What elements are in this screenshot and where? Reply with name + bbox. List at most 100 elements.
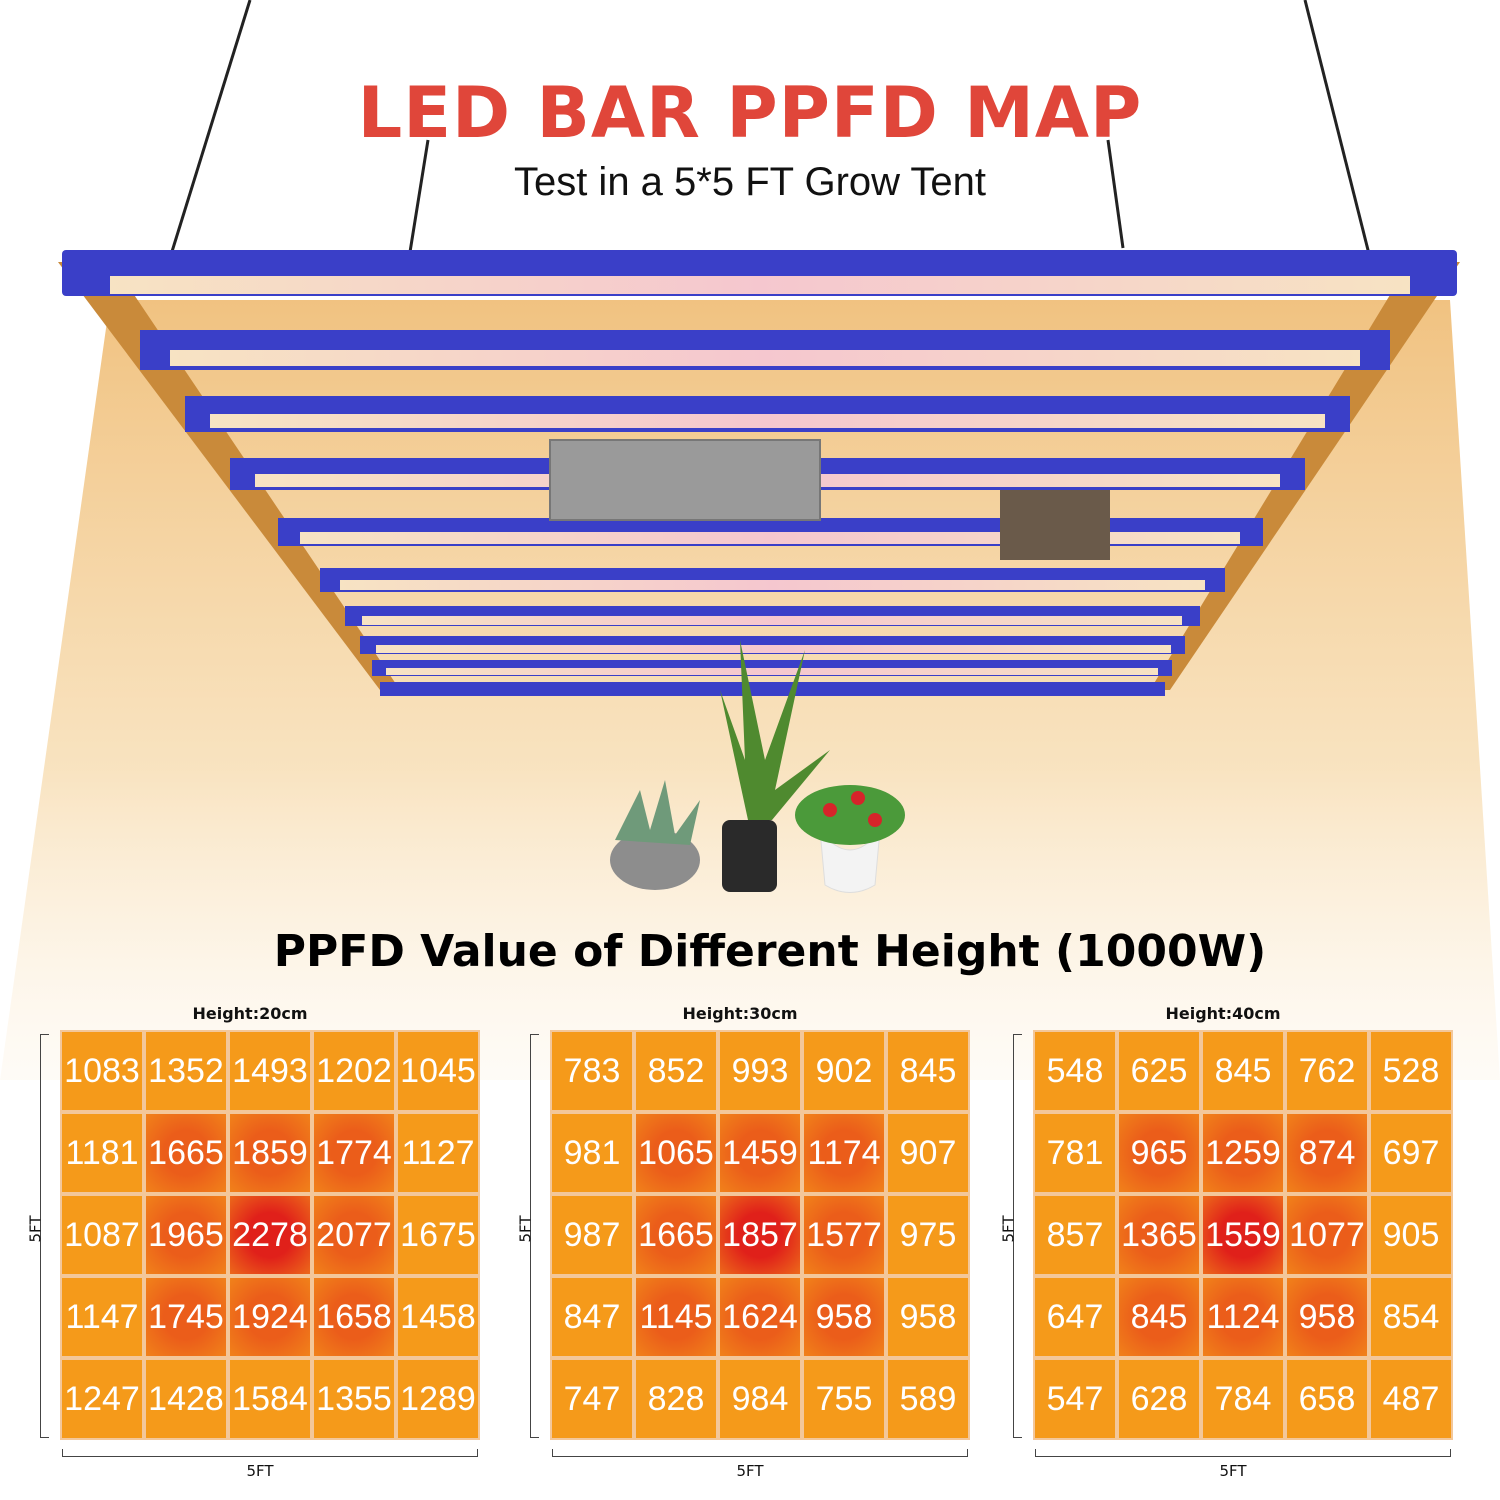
ppfd-cell: 1559 xyxy=(1203,1196,1283,1274)
ppfd-cell: 747 xyxy=(552,1360,632,1438)
panel-height-label: Height:30cm xyxy=(682,1004,798,1023)
side-dimension-label: 5FT xyxy=(999,1215,1018,1243)
side-dimension-brace xyxy=(1013,1034,1022,1438)
ppfd-panel-30cm: Height:30cm 5FT 783 852 993 902 845 981 1065 14… xyxy=(517,1000,970,1490)
ppfd-cell: 907 xyxy=(888,1114,968,1192)
ppfd-cell: 658 xyxy=(1287,1360,1367,1438)
ppfd-cell: 1077 xyxy=(1287,1196,1367,1274)
ppfd-cell: 1065 xyxy=(636,1114,716,1192)
ppfd-cell: 981 xyxy=(552,1114,632,1192)
ppfd-cell: 1428 xyxy=(146,1360,226,1438)
ppfd-cell: 625 xyxy=(1119,1032,1199,1110)
driver-box xyxy=(1000,490,1110,560)
ppfd-panel-20cm: Height:20cm 5FT 1083 1352 1493 1202 1045 1181… xyxy=(27,1000,480,1490)
ppfd-cell: 528 xyxy=(1371,1032,1451,1110)
ppfd-cell: 965 xyxy=(1119,1114,1199,1192)
ppfd-cell: 1124 xyxy=(1203,1278,1283,1356)
ppfd-grid: 783 852 993 902 845 981 1065 1459 1174 907 987 1665… xyxy=(550,1030,970,1440)
ppfd-grid: 1083 1352 1493 1202 1045 1181 1665 1859 1774 1127… xyxy=(60,1030,480,1440)
ppfd-cell: 1924 xyxy=(230,1278,310,1356)
ppfd-cell: 1045 xyxy=(398,1032,478,1110)
plant-illustration xyxy=(610,640,905,893)
led-bars xyxy=(140,330,1390,696)
ppfd-cell: 1624 xyxy=(720,1278,800,1356)
ppfd-cell: 548 xyxy=(1035,1032,1115,1110)
bottom-dimension-label: 5FT xyxy=(1219,1462,1247,1480)
ppfd-cell: 1577 xyxy=(804,1196,884,1274)
ppfd-cell: 1493 xyxy=(230,1032,310,1110)
ppfd-cell: 1658 xyxy=(314,1278,394,1356)
ppfd-cell: 905 xyxy=(1371,1196,1451,1274)
ppfd-cell: 902 xyxy=(804,1032,884,1110)
ppfd-cell: 828 xyxy=(636,1360,716,1438)
ppfd-cell: 1458 xyxy=(398,1278,478,1356)
ppfd-cell: 1352 xyxy=(146,1032,226,1110)
ppfd-cell: 2278 xyxy=(230,1196,310,1274)
ppfd-cell: 958 xyxy=(1287,1278,1367,1356)
ppfd-panel-40cm: Height:40cm 5FT 548 625 845 762 528 781 965 125… xyxy=(1000,1000,1453,1490)
ppfd-cell: 762 xyxy=(1287,1032,1367,1110)
section-title: PPFD Value of Different Height (1000W) xyxy=(273,926,1267,977)
bottom-dimension-brace xyxy=(1035,1448,1451,1457)
hanging-cable xyxy=(1106,139,1125,249)
ppfd-cell: 784 xyxy=(1203,1360,1283,1438)
side-dimension-label: 5FT xyxy=(26,1215,45,1243)
ppfd-cell: 589 xyxy=(888,1360,968,1438)
ppfd-cell: 1181 xyxy=(62,1114,142,1192)
ppfd-cell: 984 xyxy=(720,1360,800,1438)
side-dimension-brace xyxy=(530,1034,539,1438)
ppfd-cell: 1083 xyxy=(62,1032,142,1110)
ppfd-cell: 993 xyxy=(720,1032,800,1110)
bottom-dimension-brace xyxy=(552,1448,968,1457)
side-dimension-brace xyxy=(40,1034,49,1438)
ppfd-cell: 845 xyxy=(1203,1032,1283,1110)
ppfd-cell: 1857 xyxy=(720,1196,800,1274)
hanging-cable xyxy=(168,0,252,259)
top-bar-leds xyxy=(110,276,1410,294)
ppfd-cell: 987 xyxy=(552,1196,632,1274)
ppfd-cell: 847 xyxy=(552,1278,632,1356)
ppfd-cell: 958 xyxy=(804,1278,884,1356)
ppfd-cell: 1459 xyxy=(720,1114,800,1192)
hanging-cable xyxy=(1303,0,1372,259)
ppfd-cell: 1247 xyxy=(62,1360,142,1438)
panel-height-label: Height:20cm xyxy=(192,1004,308,1023)
ppfd-cell: 958 xyxy=(888,1278,968,1356)
ppfd-cell: 783 xyxy=(552,1032,632,1110)
ppfd-cell: 1584 xyxy=(230,1360,310,1438)
ppfd-cell: 1665 xyxy=(636,1196,716,1274)
bottom-dimension-label: 5FT xyxy=(246,1462,274,1480)
ppfd-cell: 697 xyxy=(1371,1114,1451,1192)
ppfd-cell: 1202 xyxy=(314,1032,394,1110)
hanging-cable xyxy=(408,139,430,253)
ppfd-cell: 1774 xyxy=(314,1114,394,1192)
page-title: LED BAR PPFD MAP xyxy=(357,72,1143,154)
ppfd-cell: 857 xyxy=(1035,1196,1115,1274)
ppfd-grid: 548 625 845 762 528 781 965 1259 874 697 857 1365 15… xyxy=(1033,1030,1453,1440)
ppfd-cell: 755 xyxy=(804,1360,884,1438)
ppfd-cell: 1859 xyxy=(230,1114,310,1192)
ppfd-cell: 874 xyxy=(1287,1114,1367,1192)
ppfd-cell: 1665 xyxy=(146,1114,226,1192)
page-subtitle: Test in a 5*5 FT Grow Tent xyxy=(513,160,987,204)
ppfd-cell: 1289 xyxy=(398,1360,478,1438)
ppfd-cell: 854 xyxy=(1371,1278,1451,1356)
ppfd-cell: 1147 xyxy=(62,1278,142,1356)
ppfd-cell: 628 xyxy=(1119,1360,1199,1438)
ppfd-cell: 845 xyxy=(1119,1278,1199,1356)
ppfd-cell: 1145 xyxy=(636,1278,716,1356)
driver-box xyxy=(549,439,821,521)
ppfd-cell: 1745 xyxy=(146,1278,226,1356)
bottom-dimension-brace xyxy=(62,1448,478,1457)
bottom-dimension-label: 5FT xyxy=(736,1462,764,1480)
ppfd-cell: 487 xyxy=(1371,1360,1451,1438)
side-dimension-label: 5FT xyxy=(516,1215,535,1243)
ppfd-cell: 1127 xyxy=(398,1114,478,1192)
ppfd-cell: 852 xyxy=(636,1032,716,1110)
ppfd-cell: 1355 xyxy=(314,1360,394,1438)
panel-height-label: Height:40cm xyxy=(1165,1004,1281,1023)
ppfd-cell: 1965 xyxy=(146,1196,226,1274)
ppfd-cell: 845 xyxy=(888,1032,968,1110)
